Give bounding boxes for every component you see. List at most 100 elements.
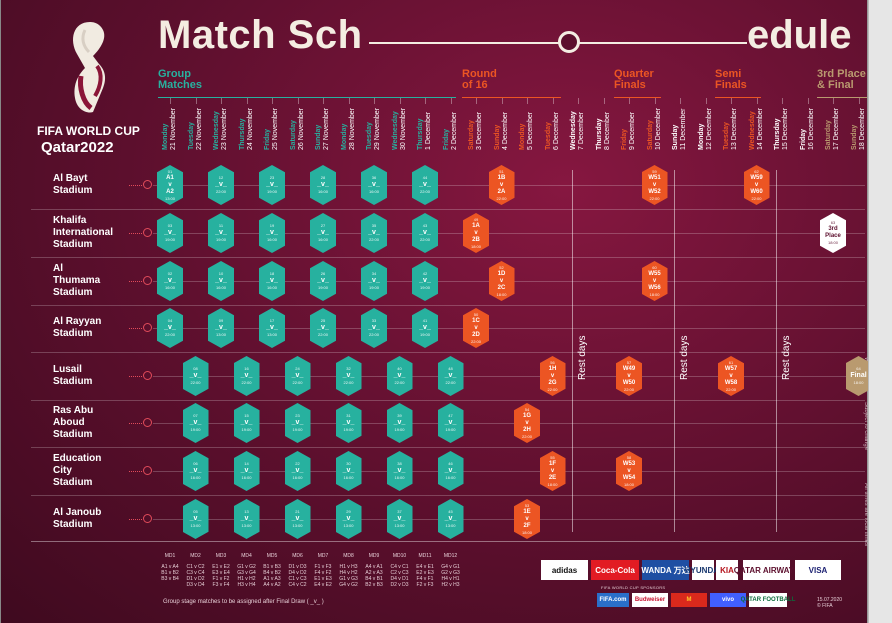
match-hexagon[interactable]: 58 W53 v W54 18:00 <box>616 451 642 491</box>
match-hexagon[interactable]: 43 _v_ 22:00 <box>412 213 438 253</box>
day-of-week: Monday <box>340 123 348 150</box>
match-hexagon[interactable]: 28 _v_ 16:00 <box>310 165 336 205</box>
match-hexagon[interactable]: 30 _v_ 16:00 <box>335 451 362 491</box>
match-hexagon[interactable]: 56 1H v 2G 22:00 <box>539 356 566 396</box>
sponsor-logo[interactable]: WANDA 万达 <box>641 560 690 580</box>
sponsor-logo[interactable]: M <box>671 593 707 607</box>
match-hexagon[interactable]: 39 _v_ 19:00 <box>386 403 413 443</box>
sponsor-logo[interactable]: KIA <box>716 560 738 580</box>
match-hexagon[interactable]: 35 _v_ 22:00 <box>361 213 387 253</box>
match-hexagon[interactable]: 46 _v_ 16:00 <box>437 451 464 491</box>
match-hexagon[interactable]: 52 1D v 2C 18:00 <box>488 261 515 301</box>
match-hexagon[interactable]: 54 1G v 2H 22:00 <box>514 403 540 443</box>
match-hexagon[interactable]: 21 _v_ 13:00 <box>284 499 311 539</box>
match-time: 18:00 <box>496 291 507 297</box>
phase-label: Semi Finals <box>715 68 747 91</box>
match-hexagon[interactable]: 31 _v_ 19:00 <box>335 403 362 443</box>
match-hexagon[interactable]: 57 W49 v W50 22:00 <box>616 356 642 396</box>
match-hexagon[interactable]: 12 _v_ 22:00 <box>208 165 234 205</box>
match-hexagon[interactable]: 53 1E v 2F 18:00 <box>514 499 540 539</box>
match-hexagon[interactable]: 02 _v_ 16:00 <box>157 261 183 301</box>
match-hexagon[interactable]: 36 _v_ 16:00 <box>361 165 387 205</box>
match-hexagon[interactable]: 09 _v_ 13:00 <box>208 308 234 348</box>
match-number: 40 <box>397 366 402 371</box>
match-hexagon[interactable]: 44 _v_ 22:00 <box>412 165 438 205</box>
row-separator <box>31 400 865 401</box>
match-hexagon[interactable]: 03 _v_ 19:00 <box>157 213 183 253</box>
match-hexagon[interactable]: 38 _v_ 16:00 <box>386 451 413 491</box>
match-hexagon[interactable]: 10 _v_ 16:00 <box>208 261 234 301</box>
day-of-week: Friday <box>621 128 628 150</box>
sponsor-logo[interactable]: QATAR FOOTBALL <box>741 593 795 607</box>
match-hexagon[interactable]: 33 _v_ 22:00 <box>361 308 387 348</box>
match-hexagon[interactable]: 01 A1 v A2 13:00 <box>157 165 183 205</box>
match-hexagon[interactable]: 17 _v_ 13:00 <box>259 308 285 348</box>
match-hexagon[interactable]: 32 _v_ 22:00 <box>335 356 362 396</box>
match-hexagon[interactable]: 15 _v_ 19:00 <box>233 403 260 443</box>
match-hexagon[interactable]: 14 _v_ 16:00 <box>233 451 260 491</box>
match-hexagon[interactable]: 07 _v_ 19:00 <box>182 403 209 443</box>
day-tick <box>272 98 273 104</box>
sponsor-logo[interactable]: HYUNDAI <box>685 560 721 580</box>
phase-rule <box>715 97 761 98</box>
day-date: 15 December <box>782 107 789 150</box>
match-hexagon[interactable]: 06 _v_ 16:00 <box>182 451 209 491</box>
match-hexagon[interactable]: 29 _v_ 13:00 <box>335 499 362 539</box>
match-number: 32 <box>346 366 351 371</box>
match-hexagon[interactable]: 16 _v_ 22:00 <box>233 356 260 396</box>
match-hexagon[interactable]: 37 _v_ 13:00 <box>386 499 413 539</box>
match-hexagon[interactable]: 27 _v_ 16:00 <box>310 213 336 253</box>
sponsor-logo[interactable]: Budweiser <box>632 593 668 607</box>
match-hexagon[interactable]: 48 _v_ 22:00 <box>437 356 464 396</box>
sponsor-logo[interactable]: QATAR AIRWAYS <box>734 560 799 580</box>
match-hexagon[interactable]: 64 Final 18:00 <box>845 356 872 396</box>
match-hexagon[interactable]: 19 _v_ 16:00 <box>259 213 285 253</box>
match-hexagon[interactable]: 63 3rd Place 18:00 <box>820 213 846 253</box>
match-time: 13:00 <box>445 523 456 528</box>
match-hexagon[interactable]: 49 1A v 2B 18:00 <box>463 213 489 253</box>
match-number: 33 <box>371 318 377 323</box>
sponsor-logo[interactable]: adidas <box>541 560 588 580</box>
match-hexagon[interactable]: 05 _v_ 13:00 <box>182 499 209 539</box>
match-hexagon[interactable]: 13 _v_ 13:00 <box>233 499 260 539</box>
match-hexagon[interactable]: 22 _v_ 16:00 <box>284 451 311 491</box>
scrollbar-track[interactable] <box>868 0 892 623</box>
match-hexagon[interactable]: 50 1C v 2D 22:00 <box>463 308 489 348</box>
match-time: 16:00 <box>164 285 175 290</box>
match-teams: _v_ <box>291 372 304 379</box>
connector-line <box>129 281 142 282</box>
day-tick <box>603 98 605 104</box>
match-hexagon[interactable]: 47 _v_ 19:00 <box>437 403 464 443</box>
match-hexagon[interactable]: 11 _v_ 19:00 <box>208 213 234 253</box>
match-hexagon[interactable]: 40 _v_ 22:00 <box>386 356 413 396</box>
match-hexagon[interactable]: 26 _v_ 19:00 <box>310 261 336 301</box>
match-hexagon[interactable]: 34 _v_ 19:00 <box>361 261 387 301</box>
match-hexagon[interactable]: 23 _v_ 19:00 <box>284 403 311 443</box>
match-hexagon[interactable]: 24 _v_ 22:00 <box>284 356 311 396</box>
day-of-week: Thursday <box>774 118 781 150</box>
match-time: 22:00 <box>725 386 736 392</box>
match-hexagon[interactable]: 60 W55 v W56 18:00 <box>641 261 668 301</box>
match-time: 16:00 <box>292 475 303 480</box>
match-hexagon[interactable]: 18 _v_ 16:00 <box>259 261 285 301</box>
match-hexagon[interactable]: 62 W59 v W60 22:00 <box>743 165 770 205</box>
sponsor-logo[interactable]: vivo <box>710 593 746 607</box>
match-time: 22:00 <box>419 237 430 242</box>
match-hexagon[interactable]: 55 1F v 2E 18:00 <box>539 451 566 491</box>
match-hexagon[interactable]: 59 W51 v W52 22:00 <box>641 165 668 205</box>
sponsor-logo[interactable]: FIFA.com <box>597 593 629 607</box>
match-hexagon[interactable]: 51 1B v 2A 22:00 <box>488 165 515 205</box>
match-hexagon[interactable]: 61 W57 v W58 22:00 <box>718 356 744 396</box>
match-hexagon[interactable]: 23 _v_ 19:00 <box>259 165 285 205</box>
match-hexagon[interactable]: 42 _v_ 19:00 <box>412 261 438 301</box>
stadium-name: Ras Abu Aboud Stadium <box>53 405 94 440</box>
match-hexagon[interactable]: 25 _v_ 22:00 <box>310 308 336 348</box>
match-hexagon[interactable]: 04 _v_ 22:00 <box>157 308 183 348</box>
match-hexagon[interactable]: 45 _v_ 13:00 <box>437 499 464 539</box>
day-tick <box>399 98 401 104</box>
match-hexagon[interactable]: 08 _v_ 22:00 <box>182 356 209 396</box>
sponsor-logo[interactable]: VISA <box>795 560 841 580</box>
sponsor-logo[interactable]: Coca-Cola <box>591 560 639 580</box>
match-number: 10 <box>218 271 224 276</box>
match-hexagon[interactable]: 41 _v_ 19:00 <box>412 308 438 348</box>
